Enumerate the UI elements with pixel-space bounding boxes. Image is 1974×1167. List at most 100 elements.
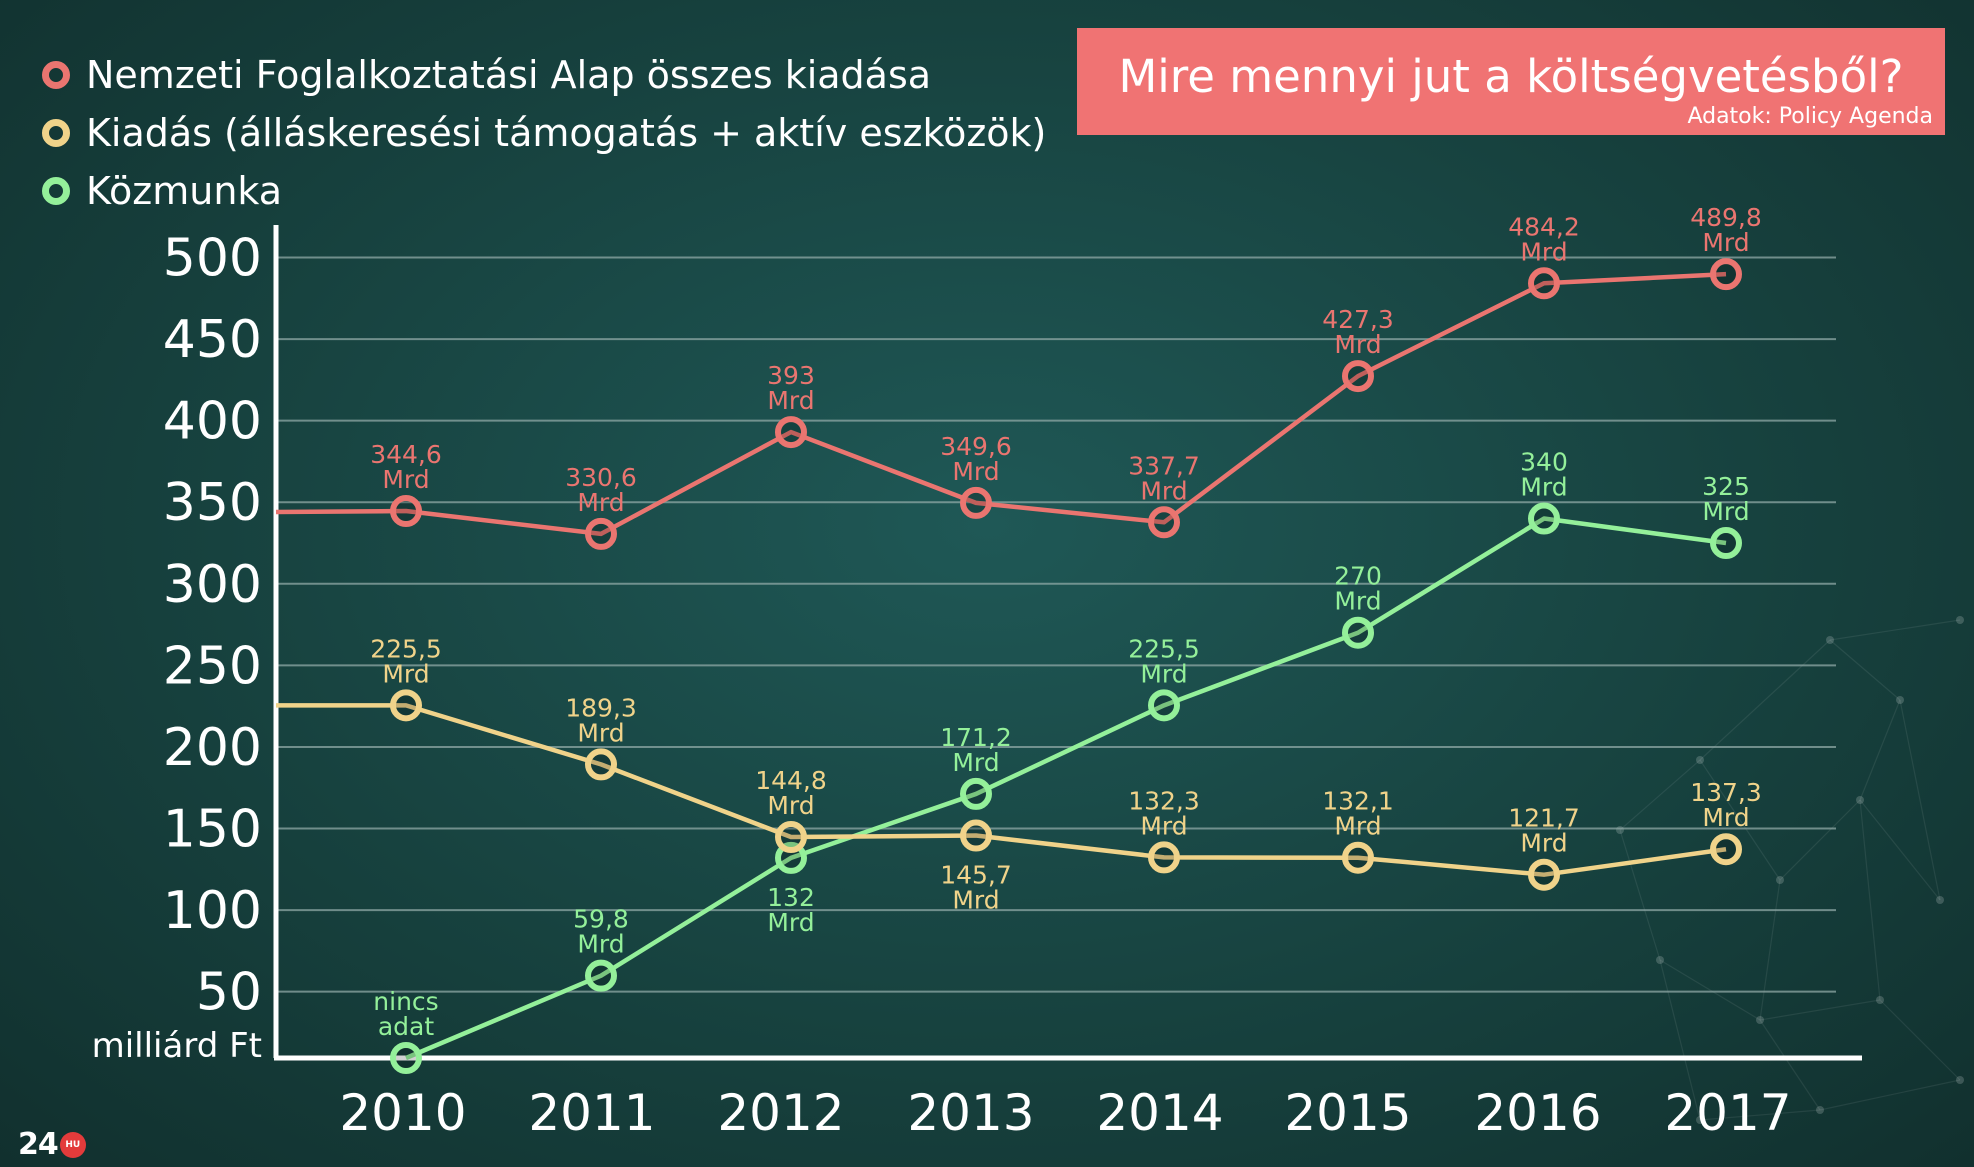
legend-label-total: Nemzeti Foglalkoztatási Alap összes kiad…	[86, 53, 932, 97]
data-point	[960, 777, 992, 810]
data-label-unit: Mrd	[952, 886, 999, 915]
y-tick-label: 350	[163, 473, 262, 533]
logo-number: 24	[18, 1127, 59, 1162]
data-point	[1528, 858, 1560, 891]
data-label: 337,7	[1128, 451, 1200, 480]
data-label-unit: Mrd	[1702, 497, 1749, 526]
data-point	[390, 1042, 422, 1074]
brand-logo: 24 HU	[18, 1127, 86, 1162]
data-label: 349,6	[940, 432, 1012, 461]
data-label: 171,2	[940, 723, 1012, 752]
data-label: 427,3	[1322, 305, 1394, 334]
data-label-unit: Mrd	[1334, 330, 1381, 359]
series-line	[275, 271, 1727, 537]
data-point	[1528, 502, 1560, 535]
network-line	[1699, 759, 1781, 881]
y-tick-label: 400	[163, 392, 262, 452]
x-tick-label: 2012	[717, 1084, 844, 1142]
data-label-unit: Mrd	[577, 488, 624, 517]
legend-item-public-work: Közmunka	[42, 162, 1046, 220]
data-label: 189,3	[565, 693, 637, 722]
data-point	[1148, 506, 1180, 539]
network-line	[1699, 639, 1831, 761]
data-label: 59,8	[573, 905, 629, 934]
y-tick-label: 300	[163, 555, 262, 615]
y-tick-label: 150	[163, 800, 262, 860]
data-point	[585, 517, 617, 550]
x-tick-label: 2016	[1474, 1084, 1601, 1142]
network-node	[1956, 616, 1964, 624]
data-point	[390, 689, 422, 722]
data-label-unit: Mrd	[767, 791, 814, 820]
data-point	[1148, 689, 1180, 722]
network-line	[1619, 829, 1661, 961]
network-line	[1899, 699, 1941, 901]
network-line	[1759, 1019, 1821, 1111]
network-node	[1896, 696, 1904, 704]
data-label: 340	[1520, 448, 1568, 477]
data-label: 132,3	[1128, 786, 1200, 815]
y-tick-label: 50	[196, 963, 262, 1023]
legend-marker-yellow	[42, 119, 70, 147]
data-label-unit: Mrd	[382, 659, 429, 688]
network-node	[1656, 956, 1664, 964]
network-line	[1619, 759, 1701, 831]
data-point	[1342, 841, 1374, 874]
network-line	[1829, 639, 1901, 701]
data-label: 132	[767, 883, 815, 912]
series-line	[276, 703, 1727, 877]
data-label-unit: Mrd	[1520, 237, 1567, 266]
network-line	[1879, 999, 1961, 1081]
data-label: 325	[1702, 472, 1750, 501]
data-label-unit: Mrd	[1140, 659, 1187, 688]
data-label: 330,6	[565, 463, 637, 492]
data-label: 484,2	[1508, 212, 1580, 241]
data-point	[960, 819, 992, 852]
data-label: 137,3	[1690, 778, 1762, 807]
legend-item-expenditure: Kiadás (álláskeresési támogatás + aktív …	[42, 104, 1046, 162]
data-label: 489,8	[1690, 203, 1762, 232]
data-label: 344,6	[370, 440, 442, 469]
data-label-unit: Mrd	[1140, 476, 1187, 505]
data-label-unit: Mrd	[767, 386, 814, 415]
y-axis-label: milliárd Ft	[92, 1026, 262, 1066]
data-point	[1148, 841, 1180, 874]
data-label: 270	[1334, 562, 1382, 591]
data-label: 144,8	[755, 766, 827, 795]
network-line	[1759, 879, 1781, 1021]
network-line	[1659, 959, 1761, 1021]
network-line	[1759, 999, 1881, 1021]
data-point	[1710, 258, 1742, 291]
network-line	[1699, 1109, 1821, 1121]
data-label: 225,5	[1128, 634, 1200, 663]
data-point	[1342, 360, 1374, 393]
network-line	[1659, 959, 1701, 1121]
x-tick-label: 2011	[528, 1084, 655, 1142]
data-label-unit: Mrd	[1520, 473, 1567, 502]
data-label: 121,7	[1508, 804, 1580, 833]
data-label-unit: Mrd	[952, 457, 999, 486]
data-label-unit: Mrd	[1520, 829, 1567, 858]
legend: Nemzeti Foglalkoztatási Alap összes kiad…	[42, 46, 1046, 220]
x-tick-label: 2010	[339, 1084, 466, 1142]
legend-item-total: Nemzeti Foglalkoztatási Alap összes kiad…	[42, 46, 1046, 104]
network-node	[1956, 1076, 1964, 1084]
data-label-unit: Mrd	[952, 748, 999, 777]
source-credit: Adatok: Policy Agenda	[1687, 104, 1933, 129]
data-label: 132,1	[1322, 787, 1394, 816]
data-point	[585, 959, 617, 992]
x-tick-label: 2017	[1664, 1084, 1791, 1142]
series-line	[405, 516, 1727, 1061]
data-label: 393	[767, 361, 815, 390]
y-tick-label: 450	[163, 310, 262, 370]
data-point	[775, 821, 807, 854]
network-line	[1859, 699, 1901, 801]
y-tick-label: 500	[163, 229, 262, 289]
y-tick-label: 250	[163, 636, 262, 696]
network-line	[1779, 799, 1861, 881]
x-tick-label: 2014	[1096, 1084, 1223, 1142]
x-tick-label: 2015	[1284, 1084, 1411, 1142]
data-point	[1710, 527, 1742, 560]
